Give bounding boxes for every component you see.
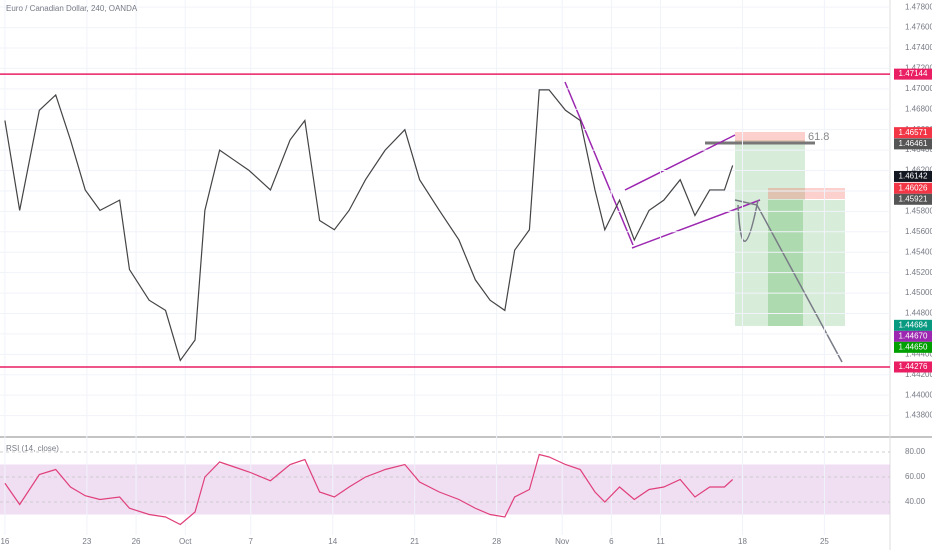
y-tick-label: 1.46200 xyxy=(905,166,932,175)
price-label-box xyxy=(894,330,932,342)
price-line xyxy=(4,89,734,362)
x-tick-label: 6 xyxy=(609,537,614,546)
price-label-box xyxy=(894,193,932,205)
x-tick-label: 23 xyxy=(82,537,91,546)
x-tick-label: 28 xyxy=(492,537,501,546)
price-label: 1.47144 xyxy=(899,69,928,78)
price-label: 1.46571 xyxy=(899,128,928,137)
price-line xyxy=(4,453,734,526)
rsi-band xyxy=(0,464,890,515)
y-tick-label: 1.47000 xyxy=(905,84,932,93)
x-tick-label: 11 xyxy=(656,537,665,546)
chart-title: Euro / Canadian Dollar, 240, OANDA xyxy=(6,4,138,13)
price-label: 1.46026 xyxy=(899,183,928,192)
x-tick-label: 16 xyxy=(0,537,9,546)
price-label-box xyxy=(894,138,932,150)
x-tick-label: Oct xyxy=(179,537,192,546)
price-label: 1.45921 xyxy=(899,194,928,203)
x-tick-label: 18 xyxy=(738,537,747,546)
fib-label: 61.8 xyxy=(808,131,829,143)
x-tick-label: 14 xyxy=(328,537,337,546)
y-tick-label: 1.47800 xyxy=(905,2,932,11)
x-tick-label: 21 xyxy=(410,537,419,546)
price-label-box xyxy=(894,341,932,353)
y-tick-label: 1.47400 xyxy=(905,43,932,52)
price-label-box xyxy=(894,170,932,182)
y-tick-label: 1.47600 xyxy=(905,23,932,32)
target-zone xyxy=(768,200,803,326)
x-tick-label: 26 xyxy=(132,537,141,546)
y-tick-label: 60.00 xyxy=(905,472,926,481)
y-tick-label: 1.44200 xyxy=(905,370,932,379)
y-tick-label: 1.46800 xyxy=(905,104,932,113)
price-label: 1.44670 xyxy=(899,331,928,340)
stop-zone xyxy=(768,188,845,199)
curve-arrow xyxy=(737,199,759,242)
price-label: 1.46461 xyxy=(899,139,928,148)
price-label: 1.44276 xyxy=(899,362,928,371)
y-tick-label: 1.46400 xyxy=(905,145,932,154)
price-label-box xyxy=(894,68,932,80)
price-label: 1.44650 xyxy=(899,342,928,351)
price-label-box xyxy=(894,127,932,139)
rsi-title: RSI (14, close) xyxy=(6,444,59,453)
price-label: 1.44684 xyxy=(899,320,928,329)
x-tick-label: 25 xyxy=(820,537,829,546)
x-tick-label: 7 xyxy=(249,537,254,546)
y-tick-label: 1.47200 xyxy=(905,64,932,73)
y-tick-label: 1.44800 xyxy=(905,309,932,318)
y-tick-label: 1.45600 xyxy=(905,227,932,236)
price-label-box xyxy=(894,319,932,331)
y-tick-label: 1.44400 xyxy=(905,349,932,358)
y-tick-label: 80.00 xyxy=(905,447,926,456)
price-label-box xyxy=(894,361,932,373)
y-tick-label: 1.43800 xyxy=(905,411,932,420)
target-zone xyxy=(805,200,845,326)
stop-zone xyxy=(735,132,805,142)
y-tick-label: 1.45000 xyxy=(905,288,932,297)
y-tick-label: 1.45800 xyxy=(905,206,932,215)
channel-line xyxy=(624,134,736,191)
y-tick-label: 1.45200 xyxy=(905,268,932,277)
y-tick-label: 1.45400 xyxy=(905,247,932,256)
x-tick-label: Nov xyxy=(555,537,569,546)
y-tick-label: 40.00 xyxy=(905,497,926,506)
drawings xyxy=(0,0,890,535)
price-label-box xyxy=(894,182,932,194)
price-label: 1.46142 xyxy=(899,172,928,181)
y-tick-label: 1.44000 xyxy=(905,390,932,399)
